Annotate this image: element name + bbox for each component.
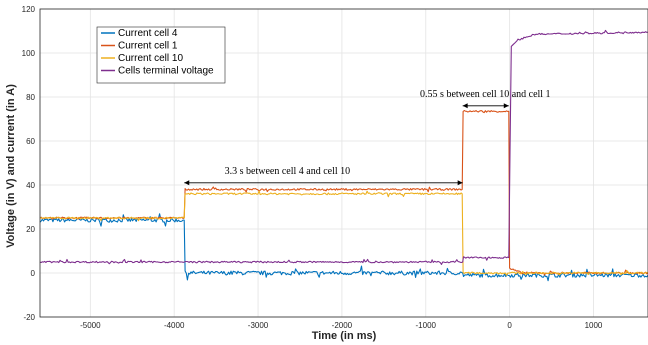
legend-label: Current cell 10	[118, 53, 183, 64]
series-line-1	[39, 213, 648, 282]
y-tick-label: 20	[26, 225, 35, 234]
legend-label: Current cell 1	[118, 41, 178, 52]
x-tick-label: -2000	[332, 321, 353, 330]
x-tick-label: 1000	[585, 321, 603, 330]
annotation-1: 3.3 s between cell 4 and cell 10	[184, 166, 463, 186]
series-line-2	[39, 109, 648, 276]
y-tick-label: 80	[26, 93, 35, 102]
x-tick-label: -5000	[80, 321, 101, 330]
annotation-text: 3.3 s between cell 4 and cell 10	[225, 166, 351, 177]
arrow-head-left	[462, 103, 468, 109]
y-tick-label: -20	[23, 313, 35, 322]
legend-label: Current cell 4	[118, 28, 178, 39]
legend-box	[96, 26, 226, 84]
series-line-4	[39, 29, 648, 265]
series-line-3	[39, 190, 648, 276]
annotations: 3.3 s between cell 4 and cell 10 0.55 s b…	[184, 89, 551, 186]
x-tick-labels: -5000 -4000 -3000 -2000 -1000 0 1000	[80, 321, 603, 330]
legend-label: Cells terminal voltage	[118, 66, 214, 77]
arrow-head-right	[503, 103, 509, 109]
y-tick-label: 40	[26, 181, 35, 190]
x-tick-label: 0	[507, 321, 512, 330]
y-tick-label: 120	[22, 5, 36, 14]
y-tick-label: 100	[22, 49, 36, 58]
x-tick-label: -1000	[416, 321, 437, 330]
data-series	[39, 29, 648, 282]
y-tick-label: 0	[31, 269, 36, 278]
annotation-text: 0.55 s between cell 10 and cell 1	[420, 89, 551, 100]
annotation-2: 0.55 s between cell 10 and cell 1	[420, 89, 551, 109]
arrow-head-right	[457, 180, 463, 186]
arrow-head-left	[184, 180, 190, 186]
x-tick-label: -3000	[248, 321, 269, 330]
y-axis-label: Voltage (in V) and current (in A)	[5, 84, 17, 248]
plot-frame	[39, 8, 648, 318]
x-tick-label: -4000	[164, 321, 185, 330]
x-axis-label: Time (in ms)	[312, 330, 377, 342]
y-tick-labels: -20 0 20 40 60 80 100 120	[22, 5, 36, 322]
y-tick-label: 60	[26, 137, 35, 146]
